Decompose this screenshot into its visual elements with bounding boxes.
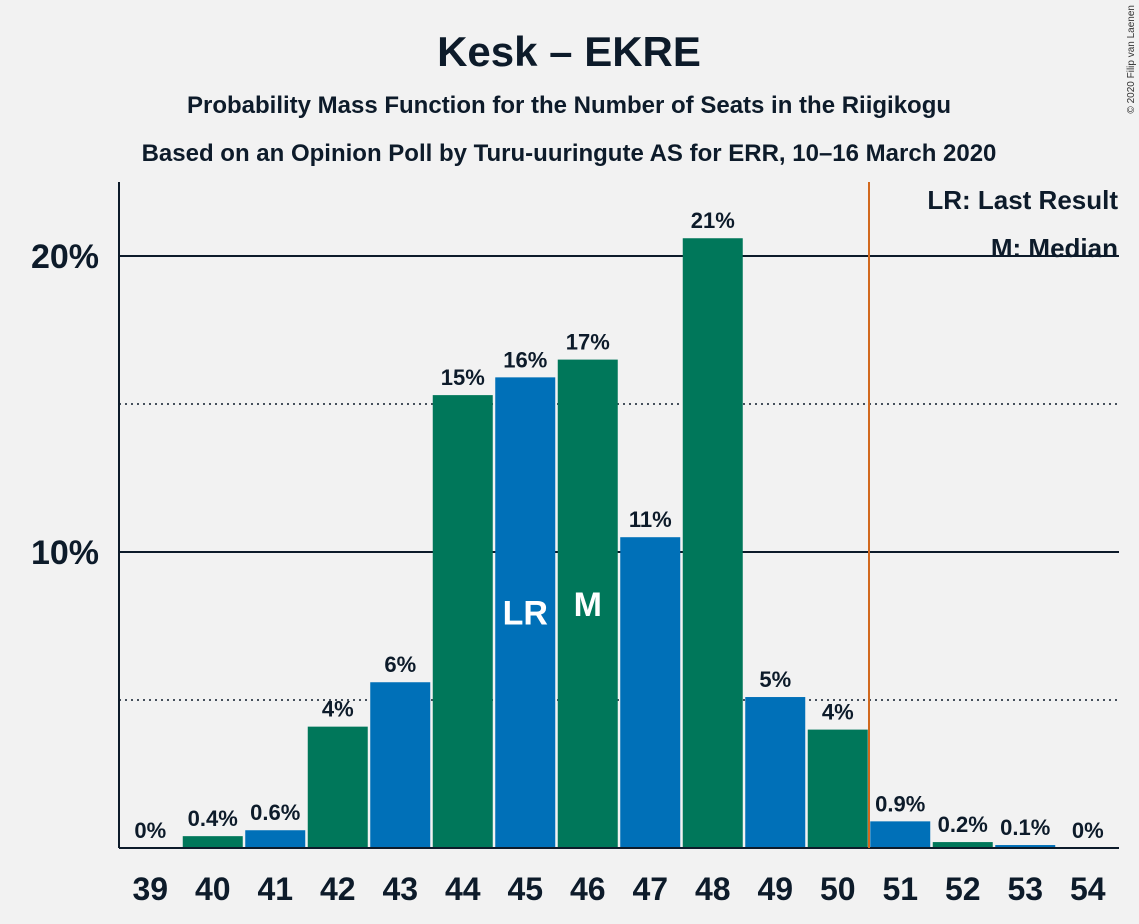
y-tick-label: 10%	[31, 534, 99, 572]
data-label-53: 0.1%	[1000, 815, 1050, 840]
chart-subtitle-1: Probability Mass Function for the Number…	[187, 92, 951, 119]
legend-entry: LR: Last Result	[927, 185, 1118, 215]
legend-entry: M: Median	[991, 233, 1118, 263]
copyright-note: © 2020 Filip van Laenen	[1126, 5, 1137, 114]
x-tick-40: 40	[195, 871, 231, 907]
x-tick-42: 42	[320, 871, 356, 907]
data-label-45: 16%	[503, 347, 547, 372]
x-tick-50: 50	[820, 871, 856, 907]
data-label-47: 11%	[629, 507, 672, 532]
bar-40	[182, 836, 243, 848]
x-tick-52: 52	[945, 871, 981, 907]
bar-42	[307, 726, 368, 848]
data-label-54: 0%	[1072, 818, 1104, 843]
x-tick-49: 49	[757, 871, 793, 907]
data-label-51: 0.9%	[875, 791, 925, 816]
bar-51	[870, 821, 931, 848]
bar-50	[807, 729, 868, 848]
bars	[182, 238, 1056, 849]
data-label-49: 5%	[759, 667, 791, 692]
bar-49	[745, 697, 806, 848]
x-tick-44: 44	[445, 871, 481, 907]
bar-47	[620, 537, 681, 848]
legend: LR: Last Result M: Median	[927, 185, 1118, 263]
data-label-44: 15%	[441, 365, 485, 390]
x-tick-53: 53	[1007, 871, 1043, 907]
x-tick-43: 43	[382, 871, 418, 907]
x-tick-54: 54	[1070, 871, 1106, 907]
bar-43	[370, 682, 431, 848]
bar-45	[495, 377, 556, 848]
data-label-50: 4%	[822, 700, 854, 725]
data-label-40: 0.4%	[188, 806, 238, 831]
x-tick-47: 47	[632, 871, 668, 907]
data-label-46: 17%	[566, 330, 610, 355]
median-marker: M	[574, 586, 602, 624]
data-label-52: 0.2%	[938, 812, 988, 837]
data-label-42: 4%	[322, 697, 354, 722]
bar-53	[995, 845, 1056, 848]
data-labels: 0% 0.4% 0.6% 4% 6% 15% 16% LR 17% M 11% 21% 5% 4% 0.9%…	[134, 208, 1103, 843]
gridlines	[119, 255, 1119, 701]
axes: 39 40 41 42 43 44 45 46 47 48 49 50 51 52 53 54 10% 20%	[31, 182, 1119, 907]
bar-52	[932, 842, 993, 848]
x-tick-46: 46	[570, 871, 606, 907]
chart-subtitle-2: Based on an Opinion Poll by Turu-uuringu…	[142, 140, 997, 167]
data-label-43: 6%	[384, 652, 416, 677]
chart-title: Kesk – EKRE	[437, 28, 701, 75]
x-tick-48: 48	[695, 871, 731, 907]
x-tick-51: 51	[882, 871, 918, 907]
data-label-48: 21%	[691, 208, 735, 233]
data-label-39: 0%	[134, 818, 166, 843]
data-label-41: 0.6%	[250, 800, 300, 825]
y-tick-label: 20%	[31, 238, 99, 276]
x-tick-45: 45	[507, 871, 543, 907]
bar-46	[557, 359, 618, 848]
x-tick-39: 39	[132, 871, 168, 907]
bar-44	[432, 395, 493, 848]
last-result-marker: LR	[503, 595, 548, 633]
bar-41	[245, 830, 306, 848]
bar-48	[682, 238, 743, 849]
x-tick-41: 41	[257, 871, 293, 907]
